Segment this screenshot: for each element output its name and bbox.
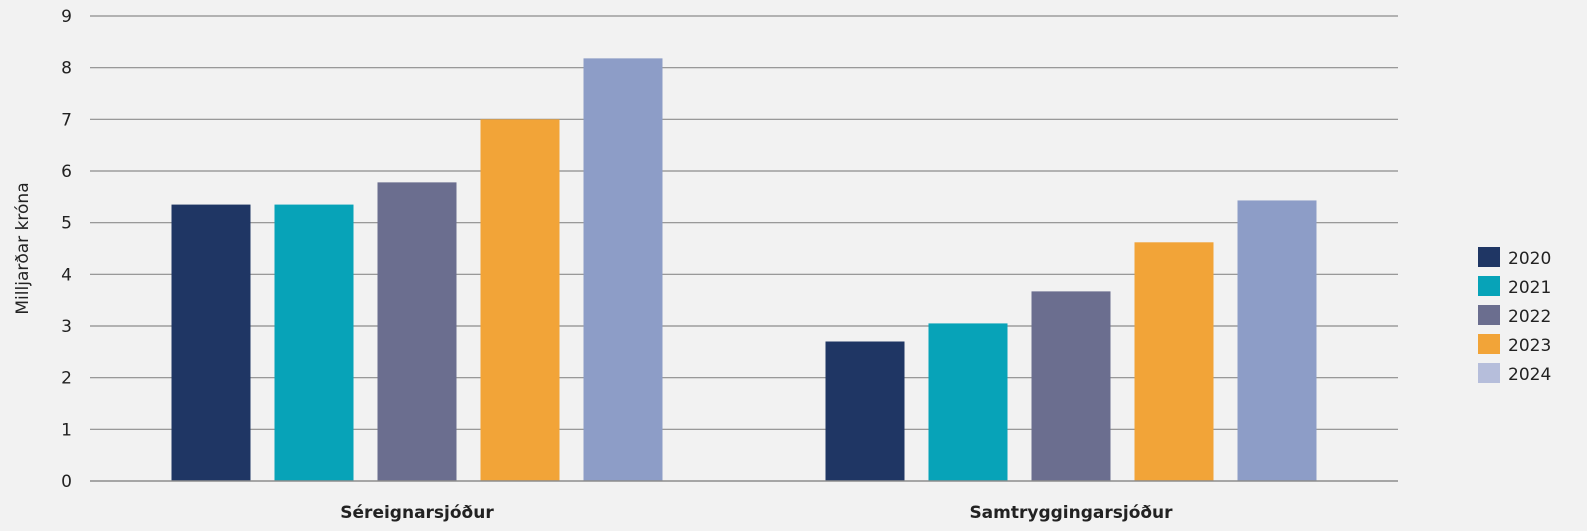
legend-swatch-2023 — [1478, 334, 1500, 354]
y-axis-ticks: 0 1 2 3 4 5 6 7 8 9 — [61, 7, 72, 492]
y-tick-label: 8 — [61, 59, 72, 79]
bar-2023-1 — [480, 119, 560, 481]
legend-label: 2022 — [1508, 307, 1551, 327]
legend-swatch-2020 — [1478, 247, 1500, 267]
y-tick-label: 7 — [61, 110, 72, 130]
y-tick-label: 9 — [61, 7, 72, 27]
legend-swatch-2021 — [1478, 276, 1500, 296]
legend-swatch-2024 — [1478, 363, 1500, 383]
bar-2020-1 — [171, 204, 251, 482]
legend-label: 2023 — [1508, 336, 1551, 356]
y-tick-label: 4 — [61, 265, 72, 285]
category-label: Samtryggingarsjóður — [969, 503, 1173, 523]
y-tick-label: 3 — [61, 317, 72, 337]
legend: 2020 2021 2022 2023 2024 — [1478, 247, 1551, 385]
bar-2021-2 — [928, 323, 1008, 481]
legend-label: 2021 — [1508, 278, 1551, 298]
category-label: Séreignarsjóður — [340, 503, 494, 523]
bar-2023-2 — [1134, 242, 1214, 481]
category-labels: Séreignarsjóður Samtryggingarsjóður — [340, 503, 1173, 523]
legend-label: 2020 — [1508, 249, 1551, 269]
legend-swatch-2022 — [1478, 305, 1500, 325]
bar-2022-1 — [377, 182, 457, 481]
bar-2024-1 — [583, 58, 663, 481]
bar-2022-2 — [1031, 291, 1111, 481]
y-tick-label: 5 — [61, 214, 72, 234]
bars — [171, 58, 1317, 482]
y-tick-label: 0 — [61, 472, 72, 492]
bar-2020-2 — [825, 341, 905, 481]
y-tick-label: 2 — [61, 369, 72, 389]
bar-2024-2 — [1237, 200, 1317, 481]
y-tick-label: 6 — [61, 162, 72, 182]
bar-2021-1 — [274, 204, 354, 482]
y-axis-label: Milljarðar króna — [13, 182, 33, 314]
y-tick-label: 1 — [61, 420, 72, 440]
legend-label: 2024 — [1508, 365, 1551, 385]
